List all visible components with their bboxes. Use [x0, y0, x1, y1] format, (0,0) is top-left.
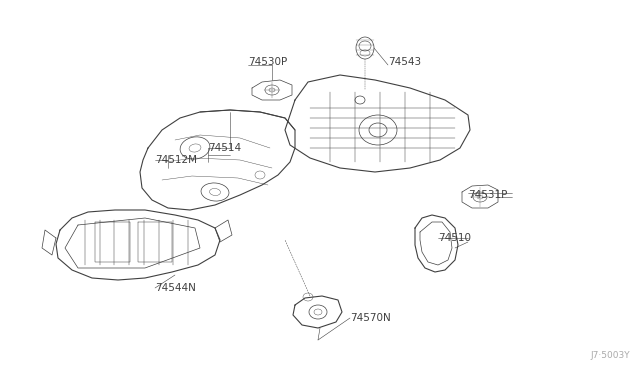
Text: 74514: 74514 — [208, 143, 241, 153]
Text: 74543: 74543 — [388, 57, 421, 67]
Text: 74510: 74510 — [438, 233, 471, 243]
Text: 74531P: 74531P — [468, 190, 508, 200]
Text: 74544N: 74544N — [155, 283, 196, 293]
Text: 74512M: 74512M — [155, 155, 197, 165]
Text: J7·5003Y: J7·5003Y — [590, 350, 630, 359]
Text: 74530P: 74530P — [248, 57, 287, 67]
Text: 74570N: 74570N — [350, 313, 391, 323]
